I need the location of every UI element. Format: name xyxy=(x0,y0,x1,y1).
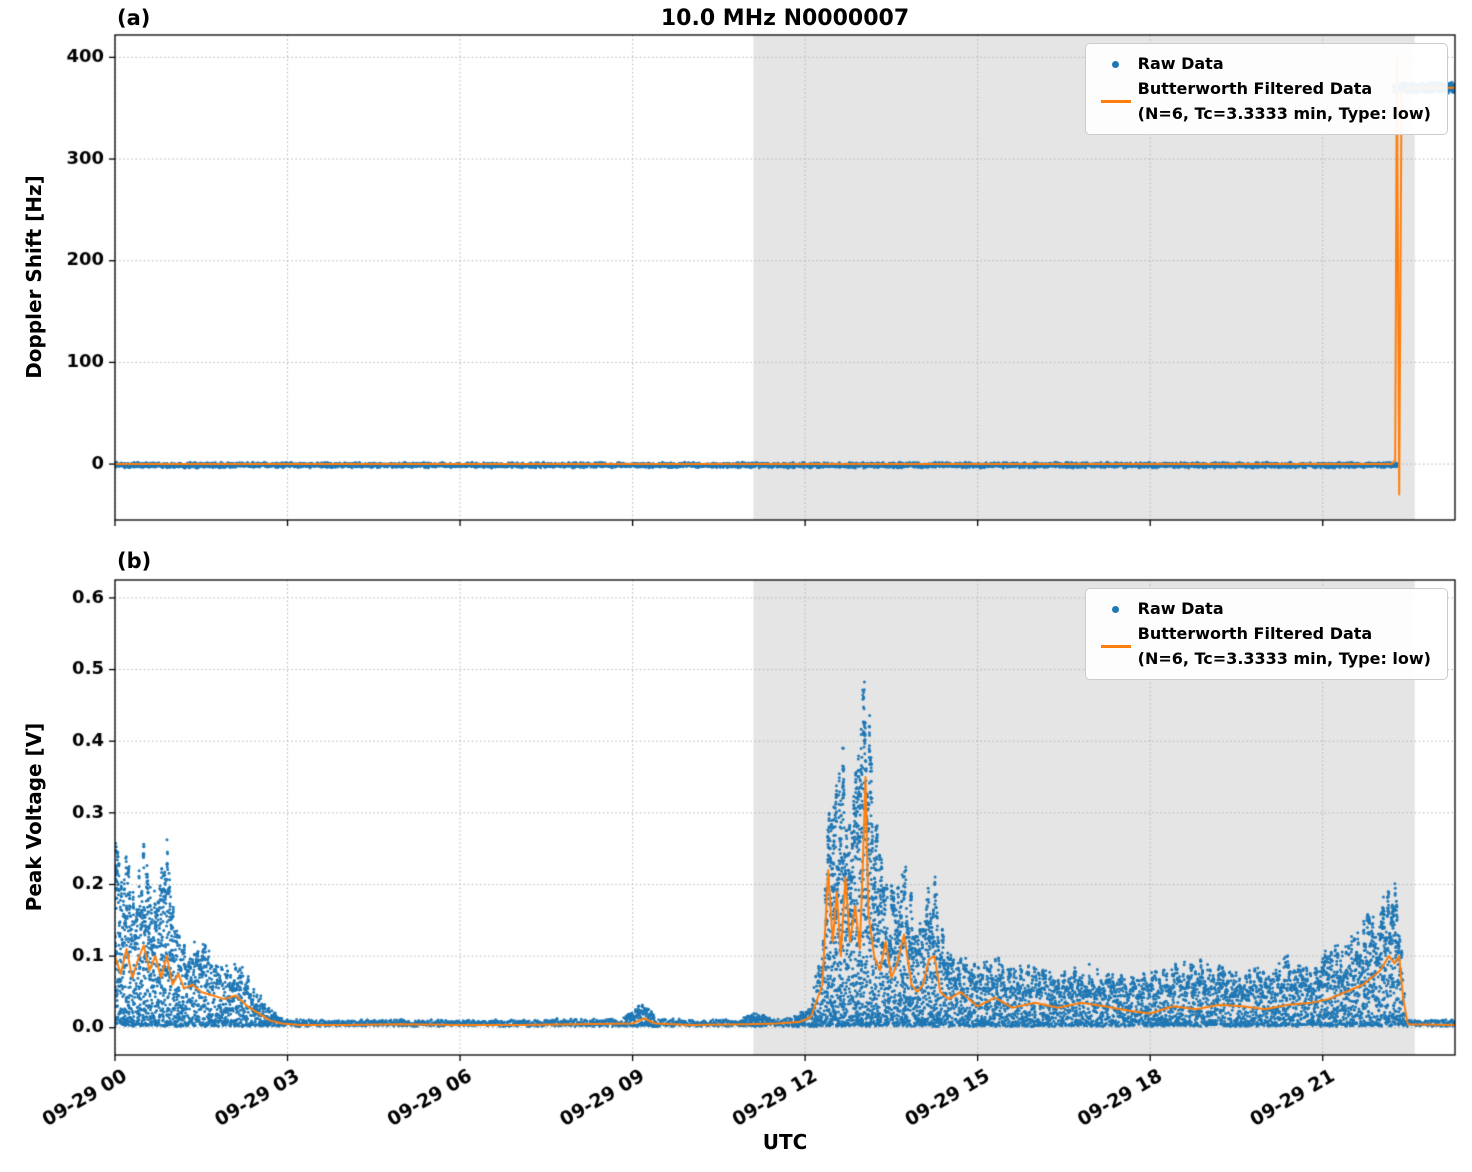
scatter-marker-icon xyxy=(1094,60,1138,68)
panel-label-b: (b) xyxy=(117,549,152,573)
x-axis-label: UTC xyxy=(762,1130,808,1154)
legend-filtered-label: Butterworth Filtered Data (N=6, Tc=3.333… xyxy=(1137,78,1431,123)
legend-entry-raw: Raw Data xyxy=(1094,52,1431,77)
legend-entry-filtered: Butterworth Filtered Data (N=6, Tc=3.333… xyxy=(1094,622,1431,672)
y-axis-label-voltage: Peak Voltage [V] xyxy=(22,722,46,912)
scatter-marker-icon xyxy=(1094,605,1138,613)
legend-panel-b: Raw Data Butterworth Filtered Data (N=6,… xyxy=(1084,588,1448,681)
legend-entry-filtered: Butterworth Filtered Data (N=6, Tc=3.333… xyxy=(1094,77,1431,127)
y-axis-label-doppler: Doppler Shift [Hz] xyxy=(22,175,46,379)
line-marker-icon xyxy=(1094,645,1138,649)
legend-raw-label: Raw Data xyxy=(1137,54,1224,73)
legend-panel-a: Raw Data Butterworth Filtered Data (N=6,… xyxy=(1084,43,1448,136)
legend-raw-label: Raw Data xyxy=(1137,599,1224,618)
panel-label-a: (a) xyxy=(117,6,151,30)
figure-title: 10.0 MHz N0000007 xyxy=(660,6,910,31)
line-marker-icon xyxy=(1094,100,1138,104)
legend-entry-raw: Raw Data xyxy=(1094,597,1431,622)
legend-filtered-label: Butterworth Filtered Data (N=6, Tc=3.333… xyxy=(1137,623,1431,668)
